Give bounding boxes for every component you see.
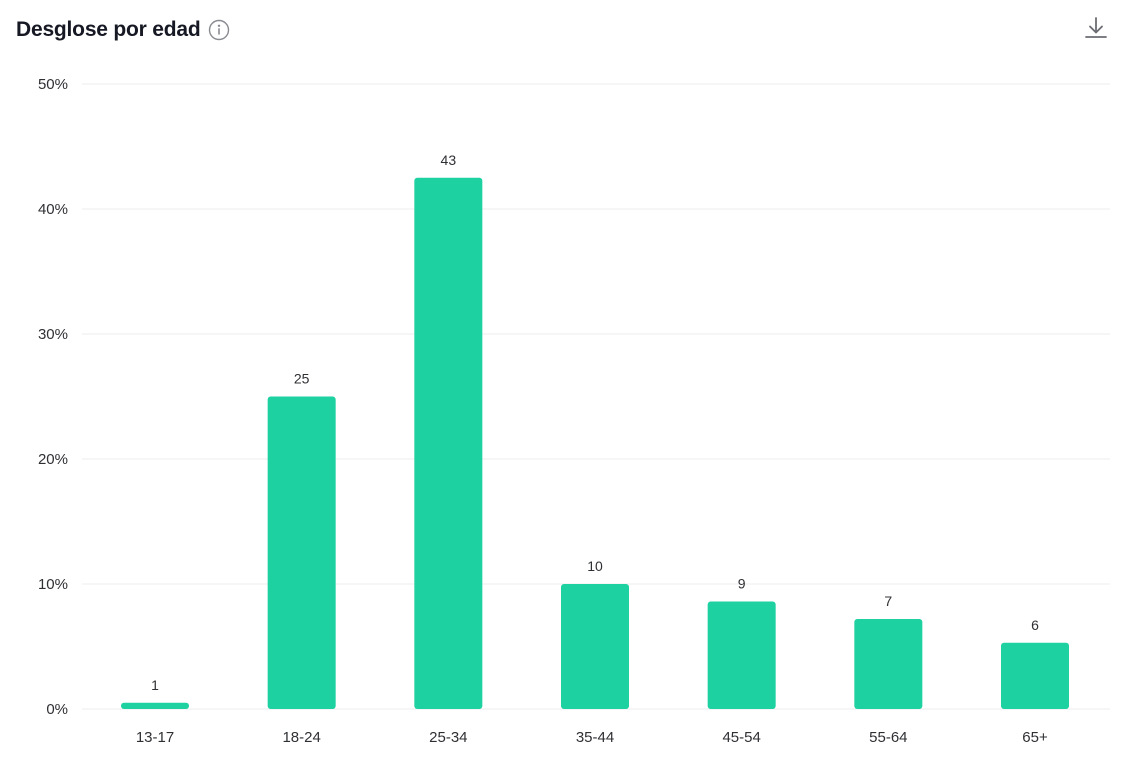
y-tick-label: 10% (38, 576, 68, 593)
x-tick-label: 25-34 (429, 729, 467, 746)
x-tick-label: 45-54 (722, 729, 760, 746)
x-tick-label: 35-44 (576, 729, 614, 746)
data-label: 9 (738, 576, 746, 592)
y-tick-label: 20% (38, 451, 68, 468)
data-label: 6 (1031, 617, 1039, 633)
x-tick-label: 13-17 (136, 729, 174, 746)
bar-65+[interactable] (1001, 642, 1069, 709)
download-icon[interactable] (1082, 14, 1110, 42)
data-label: 43 (441, 152, 457, 168)
y-tick-label: 0% (46, 701, 68, 718)
chart-header: Desglose por edad (16, 14, 230, 46)
x-tick-label: 18-24 (282, 729, 320, 746)
data-label: 10 (587, 558, 603, 574)
chart-title: Desglose por edad (16, 18, 201, 41)
data-label: 25 (294, 371, 310, 387)
bar-55-64[interactable] (854, 619, 923, 709)
bar-35-44[interactable] (561, 584, 629, 709)
data-label: 7 (884, 593, 892, 609)
y-tick-label: 50% (38, 76, 68, 93)
bar-13-17[interactable] (121, 702, 189, 709)
info-circle-icon[interactable] (208, 19, 230, 41)
y-tick-label: 40% (38, 201, 68, 218)
bar-18-24[interactable] (267, 396, 336, 710)
data-label: 1 (151, 677, 159, 693)
bar-25-34[interactable] (414, 177, 483, 709)
x-tick-label: 65+ (1022, 729, 1048, 746)
y-tick-label: 30% (38, 326, 68, 343)
bar-45-54[interactable] (707, 601, 776, 710)
x-tick-label: 55-64 (869, 729, 907, 746)
